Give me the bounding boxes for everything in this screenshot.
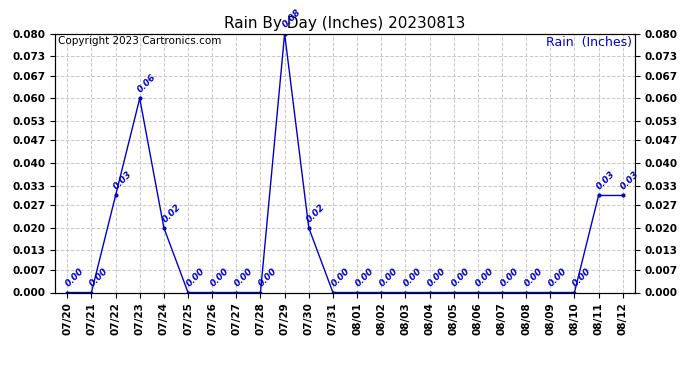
Text: 0.00: 0.00 (546, 267, 569, 289)
Text: 0.08: 0.08 (281, 8, 303, 30)
Text: Copyright 2023 Cartronics.com: Copyright 2023 Cartronics.com (58, 36, 221, 46)
Text: 0.00: 0.00 (184, 267, 206, 289)
Text: 0.02: 0.02 (160, 202, 182, 224)
Text: 0.00: 0.00 (63, 267, 86, 289)
Text: 0.00: 0.00 (233, 267, 255, 289)
Text: 0.00: 0.00 (208, 267, 230, 289)
Text: 0.06: 0.06 (136, 72, 158, 94)
Text: 0.00: 0.00 (498, 267, 520, 289)
Text: 0.00: 0.00 (329, 267, 351, 289)
Text: 0.03: 0.03 (619, 170, 641, 192)
Text: 0.00: 0.00 (88, 267, 110, 289)
Title: Rain By Day (Inches) 20230813: Rain By Day (Inches) 20230813 (224, 16, 466, 31)
Text: 0.00: 0.00 (522, 267, 544, 289)
Text: 0.02: 0.02 (305, 202, 327, 224)
Text: 0.00: 0.00 (353, 267, 375, 289)
Text: 0.00: 0.00 (402, 267, 424, 289)
Text: 0.00: 0.00 (257, 267, 279, 289)
Text: 0.00: 0.00 (426, 267, 448, 289)
Text: 0.03: 0.03 (112, 170, 134, 192)
Text: 0.00: 0.00 (377, 267, 400, 289)
Text: 0.00: 0.00 (474, 267, 496, 289)
Text: 0.00: 0.00 (571, 267, 593, 289)
Text: 0.03: 0.03 (595, 170, 617, 192)
Text: 0.00: 0.00 (450, 267, 472, 289)
Text: Rain  (Inches): Rain (Inches) (546, 36, 632, 50)
